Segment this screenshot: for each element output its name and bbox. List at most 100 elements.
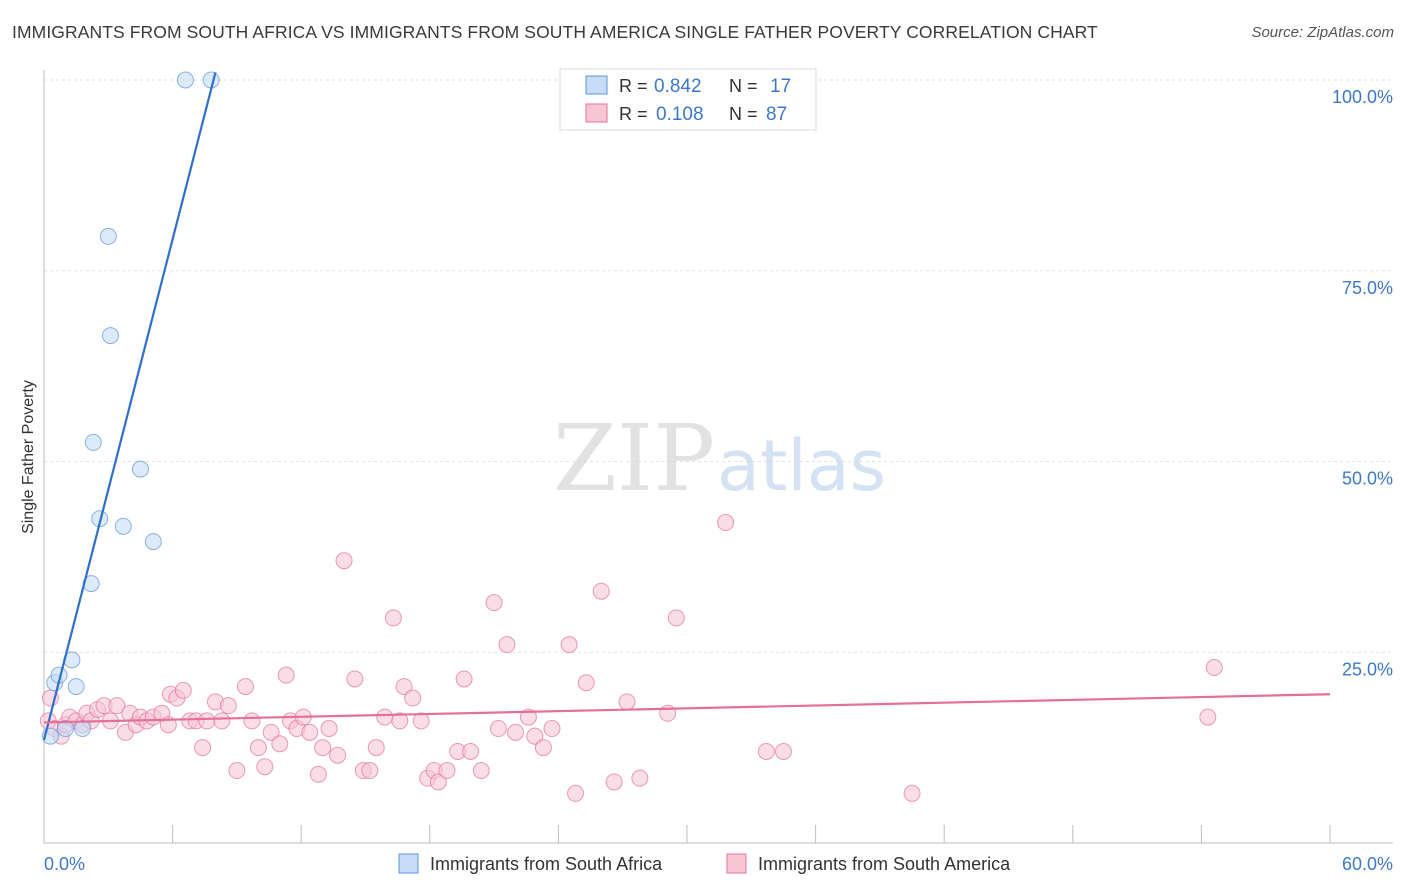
point-series1-36	[256, 758, 274, 776]
chart-title: IMMIGRANTS FROM SOUTH AFRICA VS IMMIGRAN…	[12, 22, 1098, 42]
point-series1-33	[236, 678, 254, 696]
point-series1-37	[262, 723, 280, 741]
point-series1-84	[717, 514, 735, 532]
x-tick-labels: 0.0% 60.0%	[44, 854, 1393, 874]
point-series1-62	[438, 762, 456, 780]
point-series1-49	[346, 670, 364, 688]
y-tick-labels: 100.0% 75.0% 50.0% 25.0%	[1332, 87, 1393, 679]
point-series1-13	[108, 697, 126, 715]
series-legend: Immigrants from South Africa Immigrants …	[398, 853, 1011, 874]
point-series1-24	[174, 681, 192, 699]
point-series0-12	[114, 517, 132, 535]
point-series1-70	[507, 723, 525, 741]
point-series1-61	[429, 773, 447, 791]
point-series1-38	[271, 735, 289, 753]
y-axis-label: Single Father Poverty	[20, 380, 37, 534]
point-series1-85	[757, 742, 775, 760]
point-series1-66	[472, 762, 490, 780]
point-series1-74	[543, 720, 561, 738]
legend-label-south-africa: Immigrants from South Africa	[430, 854, 663, 874]
point-series1-32	[228, 762, 246, 780]
legend-label-south-america: Immigrants from South America	[758, 854, 1011, 874]
point-series1-83	[667, 609, 685, 627]
y-tick-label-0: 100.0%	[1332, 87, 1393, 107]
point-series1-77	[577, 674, 595, 692]
point-series1-72	[526, 727, 544, 745]
point-series1-27	[194, 739, 212, 757]
x-tick-label-0: 0.0%	[44, 854, 85, 874]
point-series0-14	[144, 533, 162, 551]
point-series1-81	[631, 769, 649, 787]
y-tick-label-1: 75.0%	[1342, 278, 1393, 298]
chart-source: Source: ZipAtlas.com	[1251, 24, 1394, 41]
point-series1-46	[320, 720, 338, 738]
stats-r-value-south-america: 0.108	[656, 104, 704, 125]
stats-r-label-south-africa: R =	[619, 76, 648, 96]
watermark-zip: ZIP	[553, 405, 715, 512]
stats-legend-swatch-south-america	[585, 103, 608, 123]
point-series1-43	[301, 723, 319, 741]
point-series1-65	[462, 742, 480, 760]
point-series1-88	[1199, 708, 1217, 726]
point-series1-30	[213, 712, 231, 730]
point-series1-53	[376, 708, 394, 726]
stats-n-value-south-africa: 17	[770, 76, 791, 97]
stats-legend: R = 0.842 N = 17 R = 0.108 N = 87	[559, 68, 817, 131]
point-series1-57	[404, 689, 422, 707]
watermark-atlas: atlas	[717, 425, 886, 507]
point-series1-75	[560, 636, 578, 654]
point-series0-15	[176, 71, 194, 89]
x-tick-label-1: 60.0%	[1342, 854, 1393, 874]
point-series1-45	[314, 739, 332, 757]
point-series1-55	[391, 712, 409, 730]
point-series1-48	[335, 552, 353, 570]
stats-r-label-south-america: R =	[619, 104, 648, 124]
point-series1-39	[277, 666, 295, 684]
stats-n-label-south-america: N =	[729, 104, 758, 124]
stats-n-label-south-africa: N =	[729, 76, 758, 96]
stats-n-value-south-america: 87	[766, 104, 787, 125]
point-series1-54	[384, 609, 402, 627]
point-series1-64	[455, 670, 473, 688]
point-series0-6	[74, 720, 92, 738]
point-series1-79	[605, 773, 623, 791]
gridlines	[44, 79, 1393, 653]
point-series1-44	[309, 765, 327, 783]
y-tick-label-3: 25.0%	[1342, 659, 1393, 679]
point-series1-86	[774, 742, 792, 760]
point-series1-68	[489, 720, 507, 738]
point-series0-13	[131, 460, 149, 478]
point-series1-89	[1205, 659, 1223, 677]
point-series1-71	[519, 708, 537, 726]
point-series1-28	[198, 712, 216, 730]
point-series1-67	[485, 594, 503, 612]
legend-swatch-south-africa	[398, 853, 419, 874]
point-series1-73	[534, 739, 552, 757]
trend-lines	[42, 72, 1331, 741]
point-series1-47	[329, 746, 347, 764]
stats-r-value-south-africa: 0.842	[654, 76, 702, 97]
point-series1-87	[903, 784, 921, 802]
x-axis-ticks	[43, 825, 1331, 843]
point-series1-52	[367, 739, 385, 757]
legend-swatch-south-america	[726, 853, 747, 874]
y-tick-label-2: 50.0%	[1342, 469, 1393, 489]
point-series1-56	[395, 678, 413, 696]
point-series1-76	[567, 784, 585, 802]
point-series1-34	[243, 712, 261, 730]
point-series0-10	[99, 227, 117, 245]
point-series0-5	[67, 678, 85, 696]
trend-line-series0	[42, 72, 217, 741]
point-series1-80	[618, 693, 636, 711]
point-series1-51	[361, 762, 379, 780]
point-series0-11	[101, 327, 119, 345]
point-series1-31	[219, 697, 237, 715]
point-series1-78	[592, 582, 610, 600]
point-series0-8	[84, 433, 102, 451]
trend-line-series1	[43, 693, 1331, 724]
point-series1-35	[249, 739, 267, 757]
point-series1-69	[498, 636, 516, 654]
point-series1-58	[412, 712, 430, 730]
